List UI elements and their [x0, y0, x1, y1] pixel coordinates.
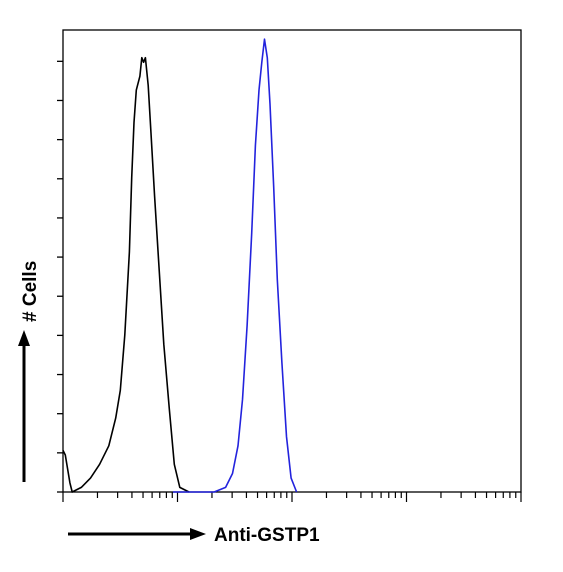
histogram-line-blue — [172, 38, 298, 493]
x-axis-ticks — [62, 492, 522, 502]
x-axis-label: Anti-GSTP1 — [214, 525, 320, 546]
x-axis-arrowhead-icon — [190, 528, 206, 540]
y-axis-arrowhead-icon — [18, 330, 30, 346]
x-axis-label-group: Anti-GSTP1 — [68, 525, 320, 546]
y-axis-label-group: # Cells — [18, 261, 41, 482]
histogram-line-black — [62, 56, 190, 493]
y-axis-ticks — [57, 60, 63, 493]
y-axis-label: # Cells — [20, 261, 41, 322]
plot-frame — [62, 29, 522, 493]
series-layer — [62, 38, 298, 493]
